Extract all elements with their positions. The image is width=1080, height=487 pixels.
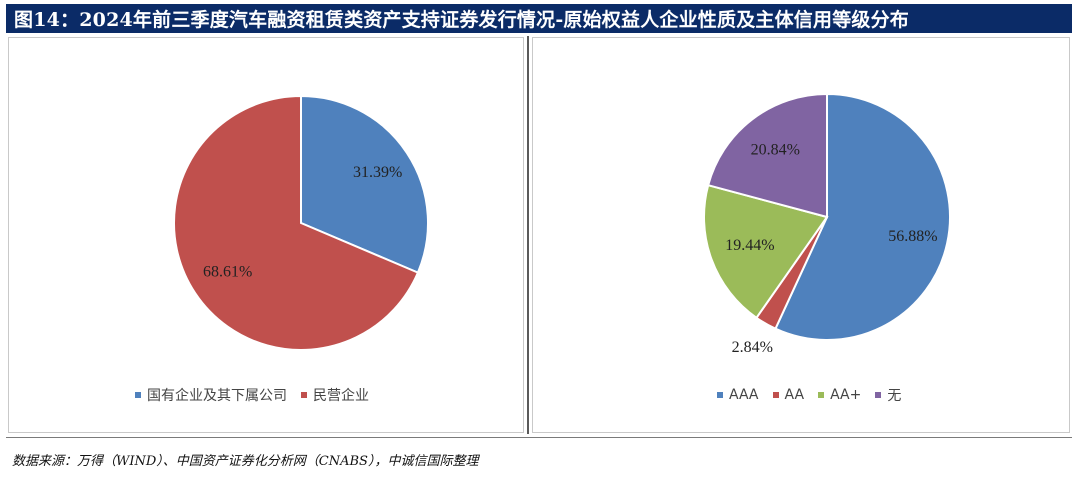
data-source-note: 数据来源：万得（WIND）、中国资产证券化分析网（CNABS），中诚信国际整理 bbox=[12, 454, 479, 469]
legend-item-0-0: 国有企业及其下属公司 bbox=[135, 385, 287, 405]
legend-swatch-1-2 bbox=[818, 392, 825, 398]
legend-item-1-3: 无 bbox=[875, 385, 901, 405]
legend-swatch-1-0 bbox=[717, 392, 723, 398]
legend-item-1-0: AAA bbox=[717, 387, 759, 403]
legend-swatch-1-1 bbox=[772, 392, 779, 398]
pie-slice-0-1 bbox=[173, 94, 420, 351]
legend-item-1-2: AA+ bbox=[818, 387, 861, 403]
chart-panel-credit-rating: 56.88% 2.84% 19.44% 20.84% AAA AA AA+ 无 bbox=[532, 37, 1070, 433]
panel-divider bbox=[527, 36, 529, 434]
pie-chart-credit-rating: 56.88% 2.84% 19.44% 20.84% bbox=[703, 92, 951, 356]
pie-slice-1-0 bbox=[774, 92, 951, 341]
pie-slice-1-3 bbox=[706, 92, 828, 219]
legend-label-1-3: 无 bbox=[887, 388, 902, 404]
data-label-1-2: 19.44% bbox=[725, 237, 774, 254]
legend-swatch-0-1 bbox=[301, 392, 307, 398]
pie-slice-0-0 bbox=[300, 94, 429, 274]
legend-label-1-1: AA bbox=[784, 387, 805, 403]
legend-swatch-0-0 bbox=[135, 392, 141, 398]
data-label-1-0: 56.88% bbox=[888, 228, 937, 245]
figure-title: 图14：2024年前三季度汽车融资租赁类资产支持证券发行情况-原始权益人企业性质… bbox=[6, 4, 1072, 33]
legend-ownership: 国有企业及其下属公司 民营企业 bbox=[135, 385, 369, 405]
legend-label-0-0: 国有企业及其下属公司 bbox=[147, 388, 287, 404]
data-label-1-3: 20.84% bbox=[751, 142, 800, 159]
pie-chart-ownership: 31.39% 68.61% bbox=[173, 94, 429, 351]
legend-swatch-1-3 bbox=[875, 392, 882, 398]
legend-label-1-0: AAA bbox=[729, 387, 759, 403]
chart-panel-ownership: 31.39% 68.61% 国有企业及其下属公司 民营企业 bbox=[8, 37, 524, 433]
legend-label-1-2: AA+ bbox=[830, 387, 862, 403]
data-label-0-0: 31.39% bbox=[353, 164, 402, 181]
data-label-0-1: 68.61% bbox=[203, 264, 252, 281]
legend-item-0-1: 民营企业 bbox=[301, 385, 369, 405]
bottom-rule bbox=[6, 437, 1072, 438]
pie-slice-1-2 bbox=[703, 183, 829, 320]
legend-item-1-1: AA bbox=[772, 387, 805, 403]
legend-label-0-1: 民营企业 bbox=[313, 388, 369, 404]
data-label-1-1: 2.84% bbox=[732, 339, 773, 356]
legend-credit-rating: AAA AA AA+ 无 bbox=[717, 385, 901, 405]
